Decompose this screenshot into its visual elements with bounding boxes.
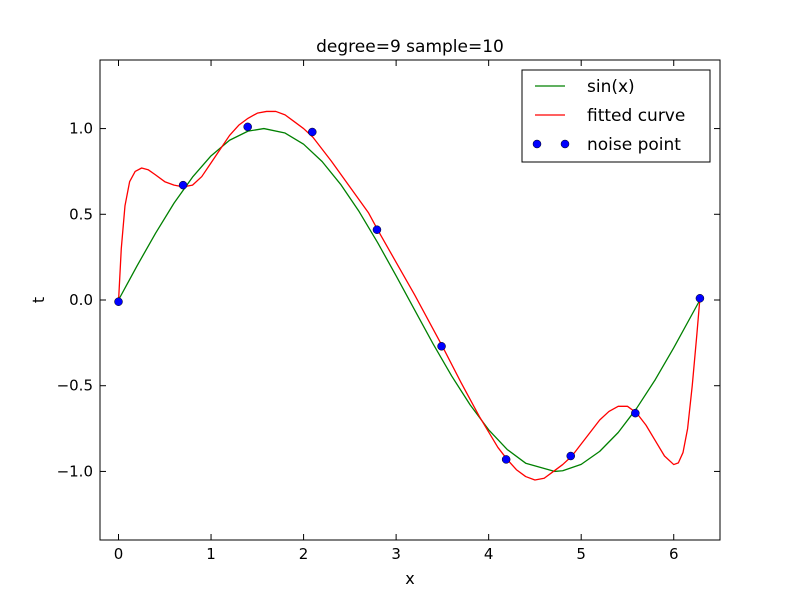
x-tick-label: 0 — [114, 545, 124, 563]
legend-label-noise: noise point — [587, 135, 681, 155]
y-tick-label: −0.5 — [57, 377, 93, 395]
series-layer — [114, 110, 705, 481]
x-tick-label: 6 — [669, 545, 679, 563]
x-tick-label: 3 — [391, 545, 401, 563]
legend-label-fitted: fitted curve — [587, 106, 685, 126]
legend-box — [521, 69, 711, 163]
legend-marker-noise-2 — [560, 139, 570, 149]
x-tick-label: 1 — [206, 545, 216, 563]
noise-point-marker — [695, 294, 705, 303]
legend-marker-noise-1 — [532, 139, 542, 149]
y-tick-label: 1.0 — [69, 120, 93, 138]
legend: sin(x) fitted curve noise point — [521, 69, 711, 163]
noise-point-marker — [243, 122, 252, 132]
ticks-layer: 0 1 2 3 4 5 6 −1.0 −0.5 0.0 0.5 1.0 — [57, 60, 720, 563]
y-tick-label: 0.5 — [69, 205, 93, 223]
noise-point-marker — [372, 225, 382, 234]
noise-point-marker — [178, 180, 188, 190]
x-axis-label: x — [405, 569, 414, 588]
x-tick-label: 5 — [576, 545, 586, 563]
x-tick-label: 2 — [299, 545, 309, 563]
noise-point-marker — [501, 455, 511, 464]
noise-point-marker — [437, 342, 446, 351]
y-tick-label: −1.0 — [57, 462, 93, 480]
x-tick-label: 4 — [484, 545, 494, 563]
noise-point-marker — [308, 127, 317, 137]
noise-point-marker — [566, 451, 575, 461]
chart-title: degree=9 sample=10 — [316, 37, 504, 57]
series-line-sin-x — [117, 127, 701, 473]
noise-point-marker — [114, 297, 123, 306]
noise-point-marker — [631, 408, 640, 418]
y-tick-label: 0.0 — [69, 291, 93, 309]
legend-label-sin: sin(x) — [587, 77, 635, 97]
y-axis-label: t — [29, 297, 48, 303]
